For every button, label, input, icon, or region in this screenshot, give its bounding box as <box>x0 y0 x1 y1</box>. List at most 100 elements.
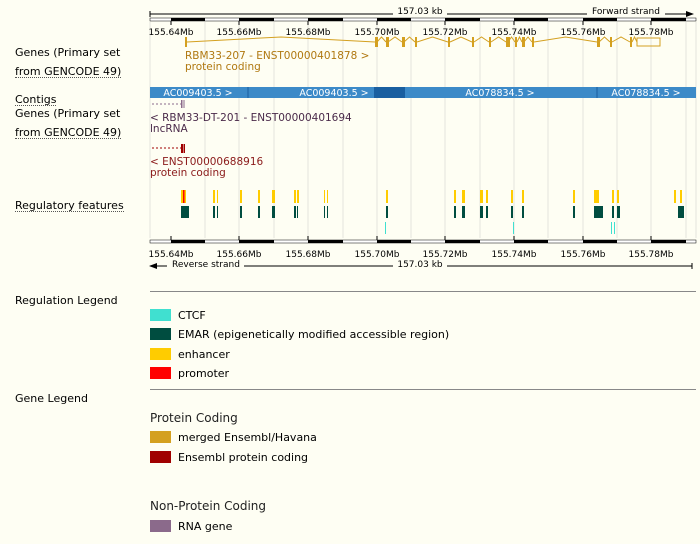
scale-block <box>308 18 343 21</box>
legend-item-ctcf: CTCF <box>178 309 206 322</box>
emar-feature <box>462 206 465 218</box>
exon-block <box>472 37 474 47</box>
scale-tick-label: 155.76Mb <box>561 28 606 38</box>
scale-block <box>308 240 343 243</box>
exon-block <box>532 37 534 47</box>
scale-tick-label: 155.78Mb <box>629 28 674 38</box>
emar-feature <box>258 206 260 218</box>
enhancer-feature <box>612 190 614 203</box>
legend-item-emar: EMAR (epigenetically modified accessible… <box>178 328 450 341</box>
intron-line <box>523 36 533 43</box>
promoter-feature <box>183 190 185 203</box>
scale-tick-label: 155.72Mb <box>423 28 468 38</box>
intron-line <box>387 36 403 43</box>
forward-strand-label: Forward strand <box>592 7 660 17</box>
exon-block <box>522 37 525 47</box>
enhancer-feature <box>217 190 218 203</box>
enhancer-feature <box>480 190 483 203</box>
scale-tick-label: 155.78Mb <box>629 250 674 260</box>
intron-line <box>186 36 376 43</box>
contig-track[interactable]: AC009403.5 > AC009403.5 > AC078834.5 > A… <box>150 87 696 99</box>
scale-tick-label: 155.76Mb <box>561 250 606 260</box>
legend-item-promoter: promoter <box>178 367 230 380</box>
intron-line <box>416 36 449 43</box>
intron-line <box>516 35 523 43</box>
scale-tick-label: 155.72Mb <box>423 250 468 260</box>
forward-gene-rbm33-207[interactable]: RBM33-207 - ENST00000401878 > protein co… <box>185 35 661 73</box>
enhancer-feature <box>486 190 488 203</box>
emar-feature <box>272 206 275 218</box>
scale-tick-label: 155.64Mb <box>149 28 194 38</box>
enhancer-swatch <box>150 348 171 360</box>
emar-feature <box>573 206 575 218</box>
reverse-gene-biotype: lncRNA <box>150 123 188 135</box>
forward-gene-name: RBM33-207 - ENST00000401878 > <box>185 50 369 62</box>
intron-line <box>631 35 638 43</box>
top-length-label: 157.03 kb <box>397 7 443 17</box>
emar-feature <box>612 206 614 218</box>
regulatory-features-track[interactable] <box>181 190 684 234</box>
reverse-gene-biotype: protein coding <box>150 167 226 179</box>
contigs-track-label[interactable]: Contigs <box>15 93 57 106</box>
scale-tick-label: 155.66Mb <box>217 250 262 260</box>
promoter-swatch <box>150 367 171 379</box>
ctcf-feature <box>611 222 612 234</box>
emar-feature <box>181 206 189 218</box>
regulatory-features-track-label[interactable]: Regulatory features <box>15 199 124 212</box>
enhancer-feature <box>258 190 260 203</box>
reverse-gene-rbm33-dt-201[interactable]: < RBM33-DT-201 - ENST00000401694 lncRNA <box>150 100 352 135</box>
emar-feature <box>522 206 524 218</box>
intron-line <box>490 36 507 43</box>
utr-block <box>636 37 661 47</box>
ensembl-protein-coding-swatch <box>150 451 171 463</box>
exon-block <box>386 37 389 47</box>
enhancer-feature <box>511 190 513 203</box>
legend-item-rna-gene: RNA gene <box>178 520 233 533</box>
regulation-legend-title: Regulation Legend <box>15 294 118 307</box>
exon-block <box>375 37 378 47</box>
top-ruler: 157.03 kb Forward strand 155.64Mb 155.66M… <box>149 7 697 38</box>
reverse-gene-enst00000688916[interactable]: < ENST00000688916 protein coding <box>150 144 264 179</box>
enhancer-feature <box>272 190 275 203</box>
scale-tick-label: 155.66Mb <box>217 28 262 38</box>
reverse-gene-name: < RBM33-DT-201 - ENST00000401694 <box>150 112 352 124</box>
exon-block <box>630 37 632 47</box>
exon-block <box>610 37 612 47</box>
genes-forward-track-label[interactable]: Genes (Primary set from GENCODE 49) <box>15 46 122 78</box>
contig-label: AC009403.5 > <box>163 88 232 99</box>
bottom-length-label: 157.03 kb <box>397 260 443 270</box>
enhancer-feature <box>386 190 388 203</box>
exon-block <box>415 37 417 47</box>
contig-label: AC078834.5 > <box>611 88 680 99</box>
forward-gene-biotype: protein coding <box>185 61 261 73</box>
reverse-gene-name: < ENST00000688916 <box>150 156 264 168</box>
enhancer-feature <box>462 190 465 203</box>
enhancer-feature <box>594 190 599 203</box>
exon-block <box>515 37 517 47</box>
scale-block <box>651 18 686 21</box>
emar-feature <box>386 206 388 218</box>
enhancer-feature <box>573 190 575 203</box>
protein-coding-heading: Protein Coding <box>150 411 238 425</box>
exon-block <box>448 37 450 47</box>
emar-feature <box>324 206 325 218</box>
scale-block <box>583 18 617 21</box>
exon-block <box>489 37 491 47</box>
intron-line <box>449 36 473 43</box>
genome-browser-image[interactable]: 157.03 kb Forward strand 155.64Mb 155.66M… <box>0 0 700 290</box>
genes-reverse-track-label[interactable]: Genes (Primary set from GENCODE 49) <box>15 107 122 139</box>
scale-block <box>239 18 274 21</box>
exon-block <box>597 37 600 47</box>
gene-legend-title: Gene Legend <box>15 392 88 405</box>
scale-tick-label: 155.70Mb <box>355 28 400 38</box>
ctcf-feature <box>385 222 386 234</box>
enhancer-feature <box>327 190 328 203</box>
ctcf-swatch <box>150 309 171 321</box>
emar-feature <box>678 206 684 218</box>
scale-block <box>514 240 548 243</box>
scale-tick-label: 155.74Mb <box>492 28 537 38</box>
intron-line <box>611 36 631 43</box>
emar-feature <box>213 206 215 218</box>
emar-feature <box>511 206 513 218</box>
scale-block <box>377 240 411 243</box>
